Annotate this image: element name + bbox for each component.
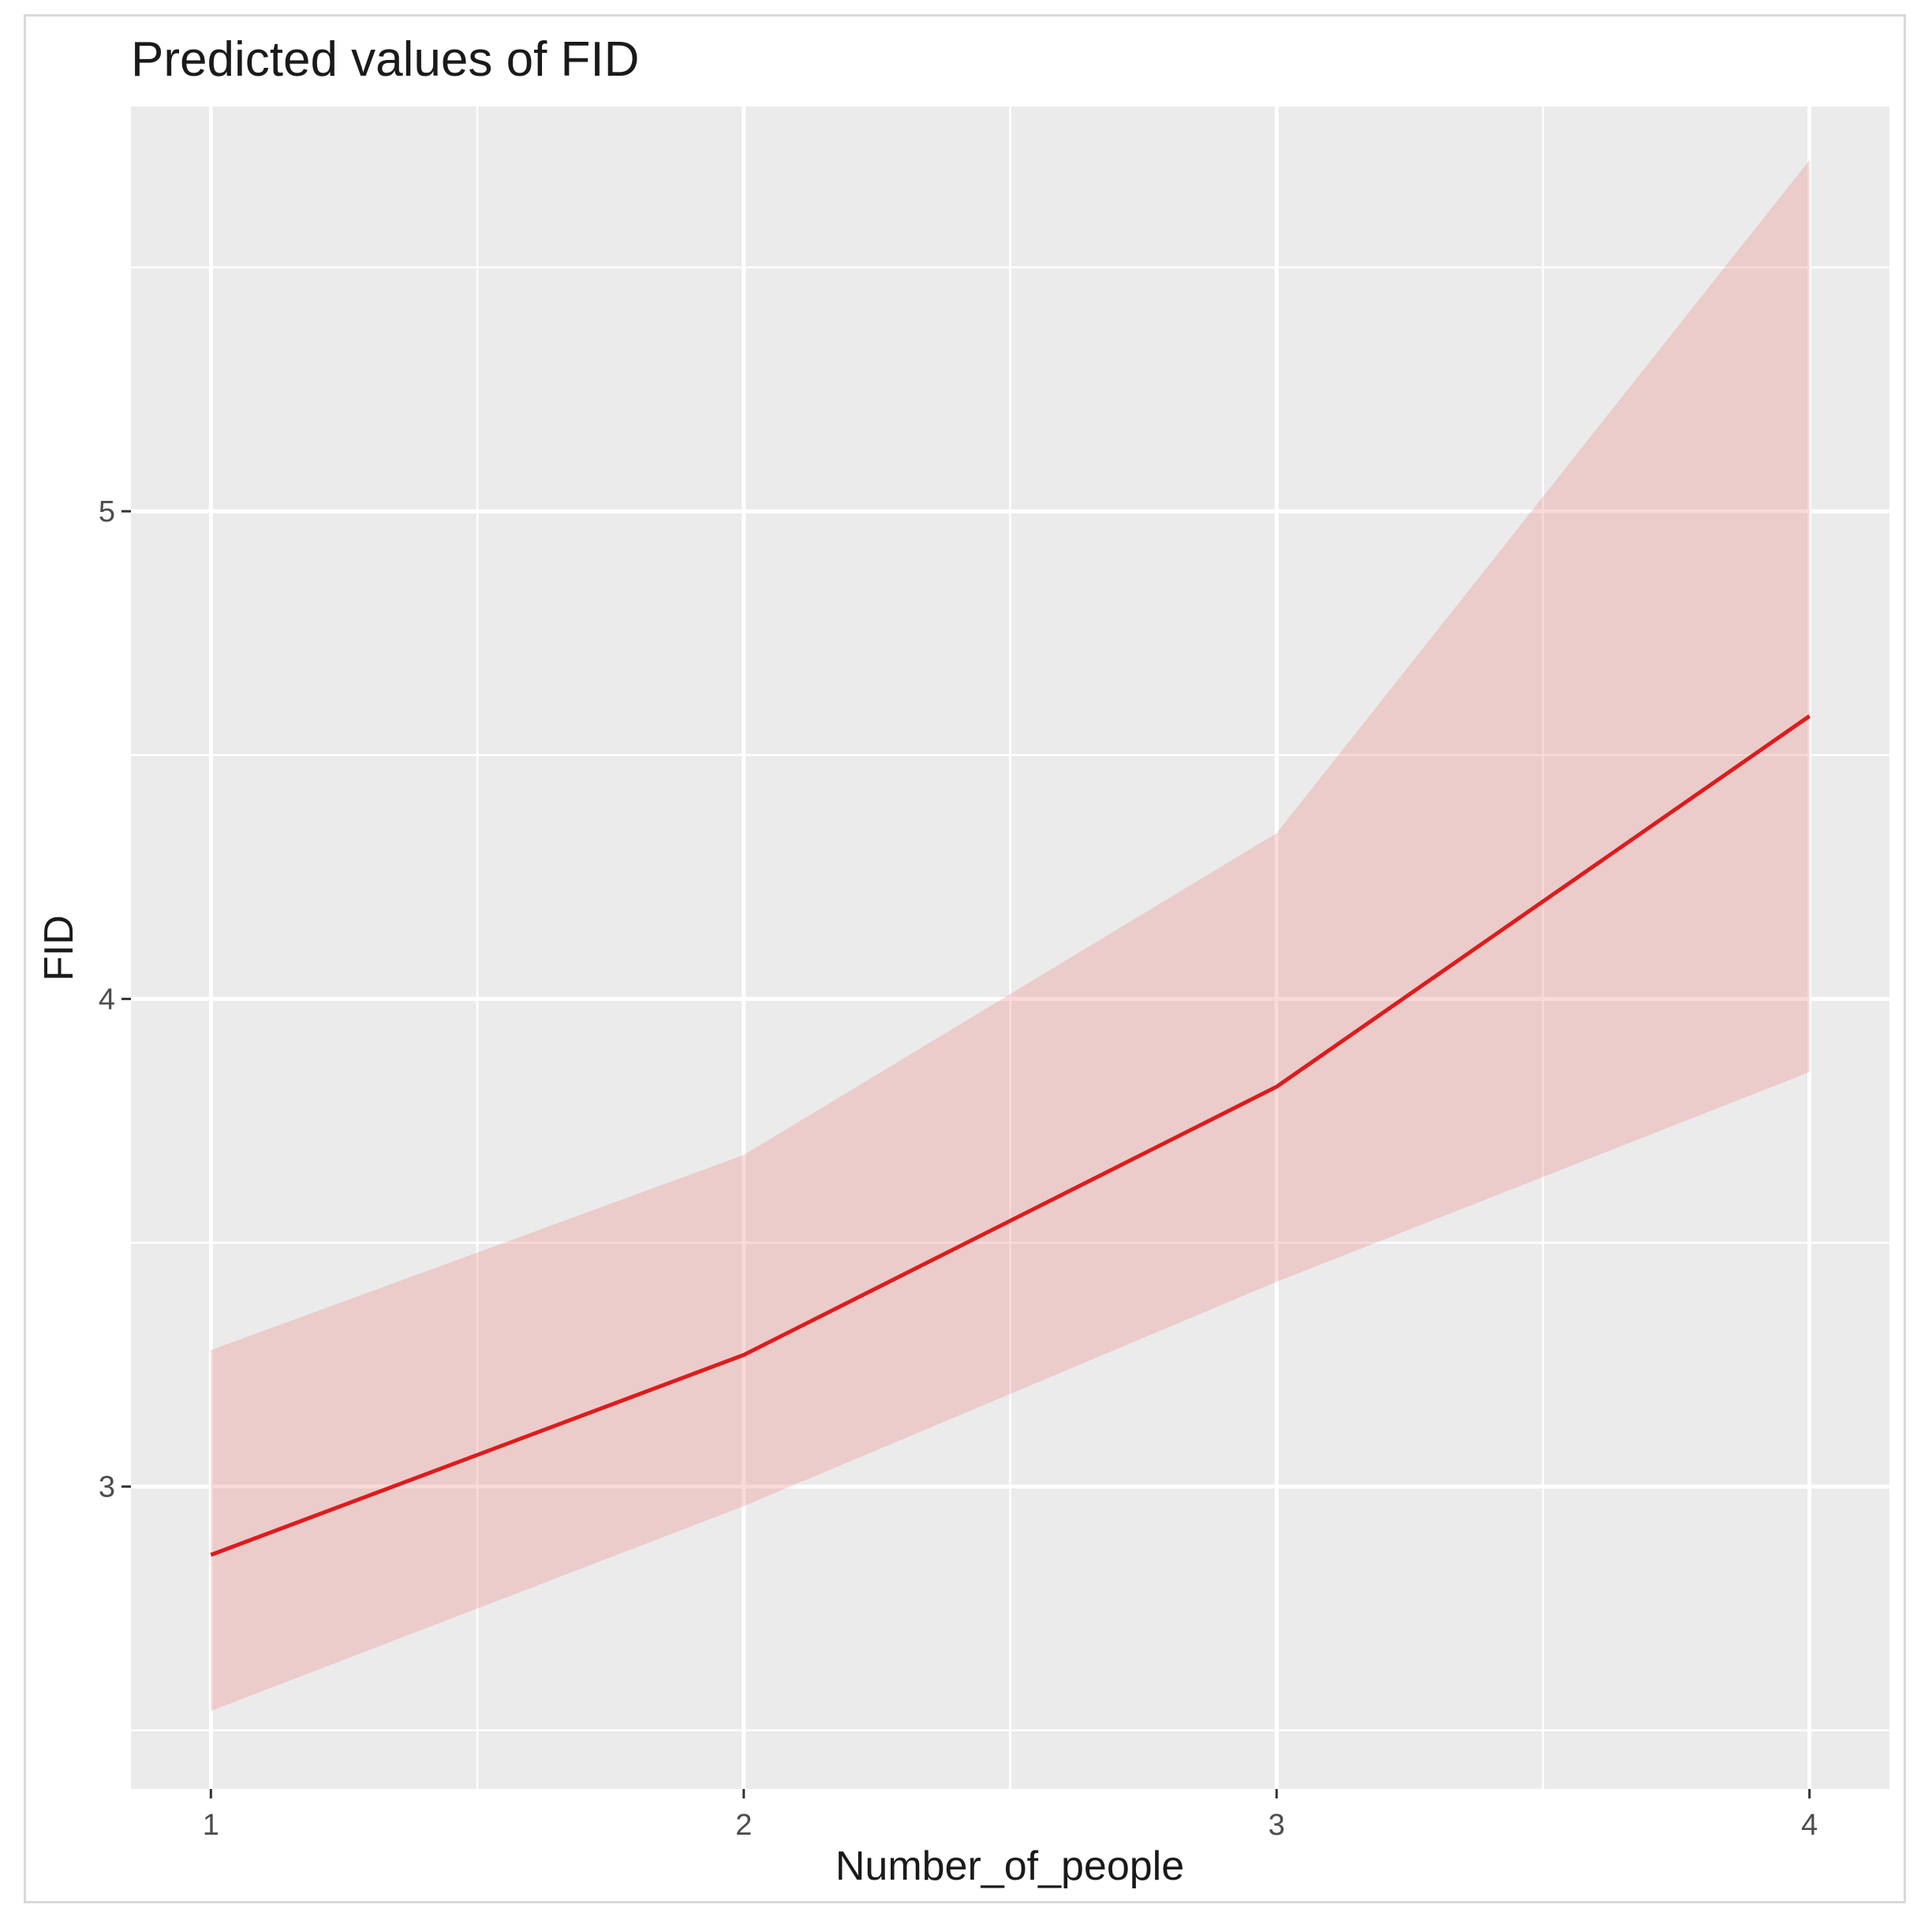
grid-minor bbox=[131, 106, 1889, 1789]
y-tick-label: 3 bbox=[99, 1471, 115, 1504]
x-tick-label: 4 bbox=[1801, 1809, 1818, 1842]
y-tick-label: 5 bbox=[99, 495, 115, 528]
confidence-band-layer bbox=[211, 160, 1810, 1712]
y-axis: 3 4 5 bbox=[99, 495, 131, 1504]
y-tick-label: 4 bbox=[99, 983, 115, 1016]
x-tick-label: 2 bbox=[735, 1809, 752, 1842]
series-line bbox=[210, 714, 1811, 1557]
grid-major bbox=[131, 106, 1889, 1789]
x-axis-title: Number_of_people bbox=[835, 1843, 1184, 1889]
x-axis: 1 2 3 4 bbox=[203, 1789, 1818, 1842]
x-tick-label: 1 bbox=[203, 1809, 219, 1842]
x-tick-label: 3 bbox=[1269, 1809, 1285, 1842]
confidence-band bbox=[211, 160, 1810, 1712]
y-axis-title: FID bbox=[36, 915, 82, 981]
chart-title: Predicted values of FID bbox=[131, 32, 639, 87]
series-line-layer bbox=[210, 714, 1811, 1557]
